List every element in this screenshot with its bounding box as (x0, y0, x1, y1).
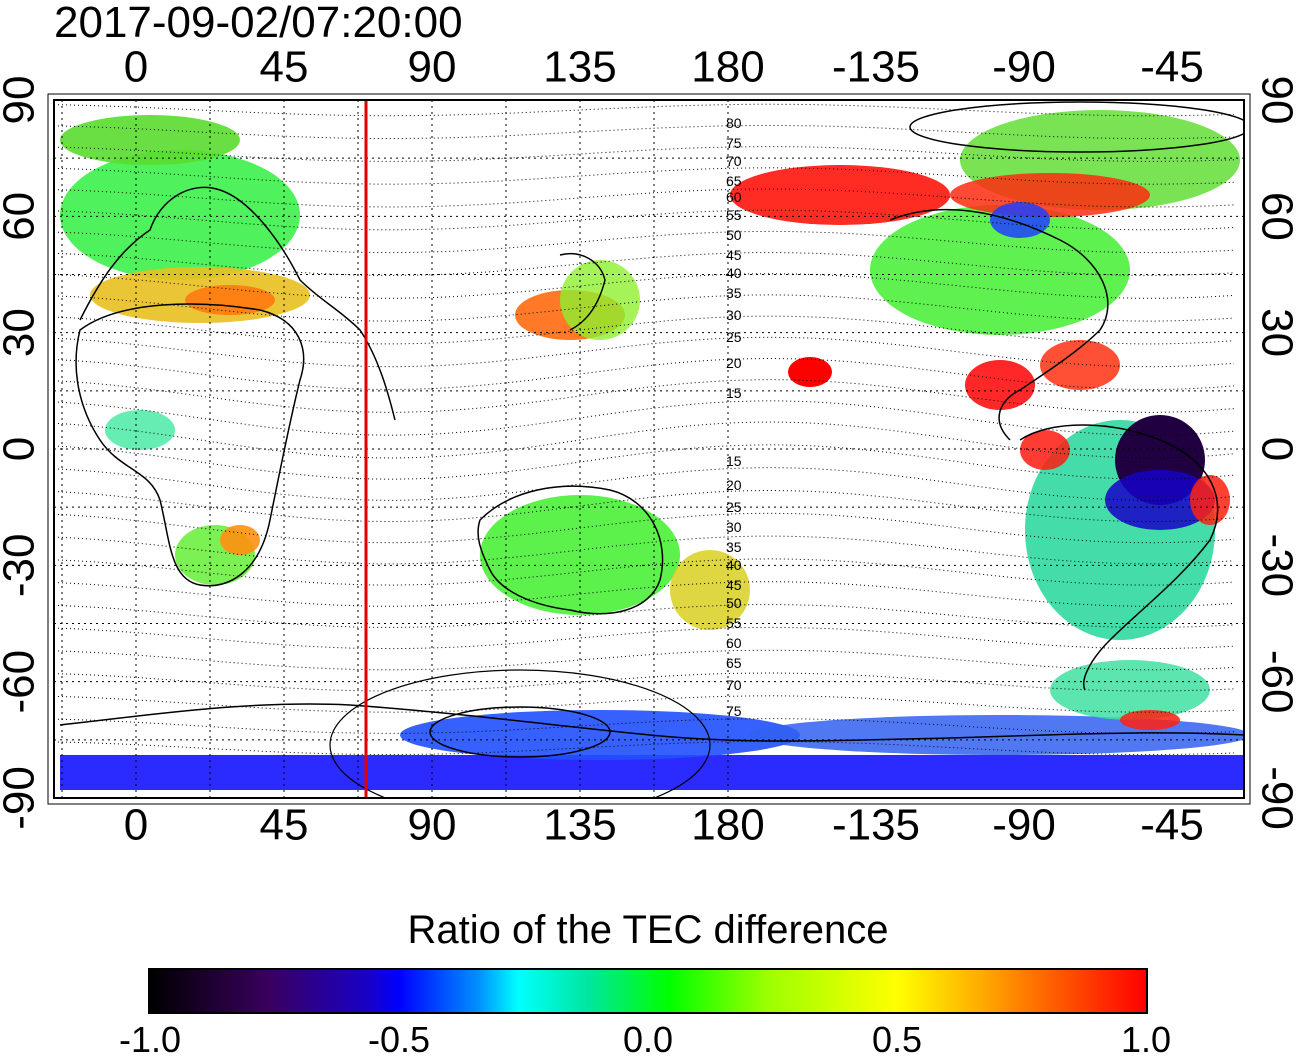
lat-tick-left-2: 30 (0, 308, 44, 357)
contour-label-south-70: 70 (726, 677, 742, 693)
lat-tick-left-1: 60 (0, 192, 44, 241)
colorbar-label-2: 0.0 (622, 1019, 674, 1060)
lon-tick-top-3: 135 (543, 43, 616, 92)
lon-tick-bottom-3: 135 (543, 801, 616, 850)
tec-map: 8075706560555045403530252015152025303540… (0, 43, 1296, 850)
lon-tick-top-7: -45 (1140, 43, 1204, 92)
south-pole-oval (429, 706, 611, 758)
tec-region-hawaii (788, 357, 832, 387)
colorbar-label-1: -0.5 (367, 1019, 431, 1060)
tec-region-peru (1020, 430, 1070, 470)
colorbar-title: Ratio of the TEC difference (407, 908, 889, 952)
lon-tick-bottom-4: 180 (691, 801, 764, 850)
tec-region-australia (480, 495, 680, 615)
axis-tick-labels: 0 45 90 135 180 -135 -90 -45 0 45 90 135 180 -135 -90 -… (0, 43, 1296, 850)
lat-tick-right-4: -30 (1252, 534, 1296, 598)
lat-tick-left-5: -60 (0, 650, 44, 714)
contour-label-north-60: 60 (726, 189, 742, 205)
contour-label-north-30: 30 (726, 307, 742, 323)
contour-label-north-15: 15 (726, 385, 742, 401)
contour-label-north-75: 75 (726, 135, 742, 151)
contour-label-north-35: 35 (726, 285, 742, 301)
lat-tick-right-6: -90 (1252, 766, 1296, 830)
lon-tick-top-1: 45 (260, 43, 309, 92)
contour-label-south-50: 50 (726, 595, 742, 611)
tec-data-layer (60, 110, 1244, 790)
lat-tick-left-0: 90 (0, 76, 44, 125)
tec-region-antarctic-peninsula (1050, 660, 1210, 720)
contour-label-north-65: 65 (726, 173, 742, 189)
lon-tick-top-4: 180 (691, 43, 764, 92)
lat-tick-right-3: 0 (1252, 437, 1296, 461)
tec-region-antarctic-band (60, 755, 1244, 790)
timestamp-label: 2017-09-02/07:20:00 (54, 0, 463, 47)
lon-tick-top-0: 0 (124, 43, 148, 92)
map-grid (54, 100, 1244, 798)
contour-label-south-40: 40 (726, 557, 742, 573)
lon-tick-top-2: 90 (408, 43, 457, 92)
contour-label-north-25: 25 (726, 329, 742, 345)
tec-region-central-america (965, 360, 1035, 410)
contour-label-north-20: 20 (726, 355, 742, 371)
tec-region-east-asia (560, 260, 640, 340)
lon-tick-bottom-1: 45 (260, 801, 309, 850)
tec-region-africa-west (105, 410, 175, 450)
lon-tick-top-5: -135 (832, 43, 920, 92)
colorbar (148, 968, 1148, 1014)
colorbar-label-4: 1.0 (1120, 1019, 1172, 1060)
contour-label-south-25: 25 (726, 499, 742, 515)
lon-tick-bottom-6: -90 (992, 801, 1056, 850)
contour-label-north-40: 40 (726, 265, 742, 281)
tec-region-europe (60, 150, 300, 280)
tec-region-antarctic-east (400, 710, 800, 760)
south-pole-oval-outer (329, 669, 711, 798)
tec-region-brazil-east (1190, 475, 1230, 525)
lat-tick-right-0: 90 (1252, 76, 1296, 125)
colorbar-label-0: -1.0 (118, 1019, 182, 1060)
map-frame (53, 99, 1245, 799)
tec-region-turkey (185, 285, 275, 315)
tec-region-north-america (870, 205, 1130, 335)
contour-label-south-55: 55 (726, 615, 742, 631)
contour-label-south-45: 45 (726, 577, 742, 593)
lon-tick-bottom-2: 90 (408, 801, 457, 850)
contour-label-north-70: 70 (726, 153, 742, 169)
contour-label-north-45: 45 (726, 247, 742, 263)
contour-label-south-65: 65 (726, 655, 742, 671)
lon-tick-bottom-5: -135 (832, 801, 920, 850)
lat-tick-left-6: -90 (0, 766, 44, 830)
lon-tick-bottom-7: -45 (1140, 801, 1204, 850)
lat-tick-right-2: 30 (1252, 308, 1296, 357)
tec-region-africa-southeast (220, 525, 260, 555)
contour-label-south-30: 30 (726, 519, 742, 535)
tec-region-europe-north (60, 115, 240, 165)
lat-tick-right-1: 60 (1252, 192, 1296, 241)
contour-label-north-50: 50 (726, 227, 742, 243)
coastlines (59, 186, 1244, 742)
contour-label-north-80: 80 (726, 115, 742, 131)
tec-region-brazil-blue (1105, 470, 1215, 530)
lon-tick-bottom-0: 0 (124, 801, 148, 850)
contour-label-south-20: 20 (726, 477, 742, 493)
contour-label-north-55: 55 (726, 207, 742, 223)
tec-region-nz (670, 550, 750, 630)
tec-region-canada-north (950, 173, 1150, 217)
tec-region-antarctic-peninsula-red (1120, 710, 1180, 730)
lat-tick-right-5: -60 (1252, 650, 1296, 714)
contour-label-south-15: 15 (726, 453, 742, 469)
tec-region-hudson (990, 202, 1050, 238)
map-frame-outer (47, 93, 1251, 805)
lat-tick-left-4: -30 (0, 534, 44, 598)
contour-label-south-35: 35 (726, 539, 742, 555)
colorbar-label-3: 0.5 (871, 1019, 923, 1060)
lat-tick-left-3: 0 (0, 437, 44, 461)
contour-label-group: 8075706560555045403530252015152025303540… (726, 115, 742, 719)
lon-tick-top-6: -90 (992, 43, 1056, 92)
magnetic-contours (54, 103, 1235, 755)
tec-region-antarctic-west (750, 715, 1244, 755)
contour-label-south-75: 75 (726, 703, 742, 719)
tec-region-caribbean (1040, 340, 1120, 390)
contour-label-south-60: 60 (726, 635, 742, 651)
north-pole-oval (909, 101, 1244, 153)
